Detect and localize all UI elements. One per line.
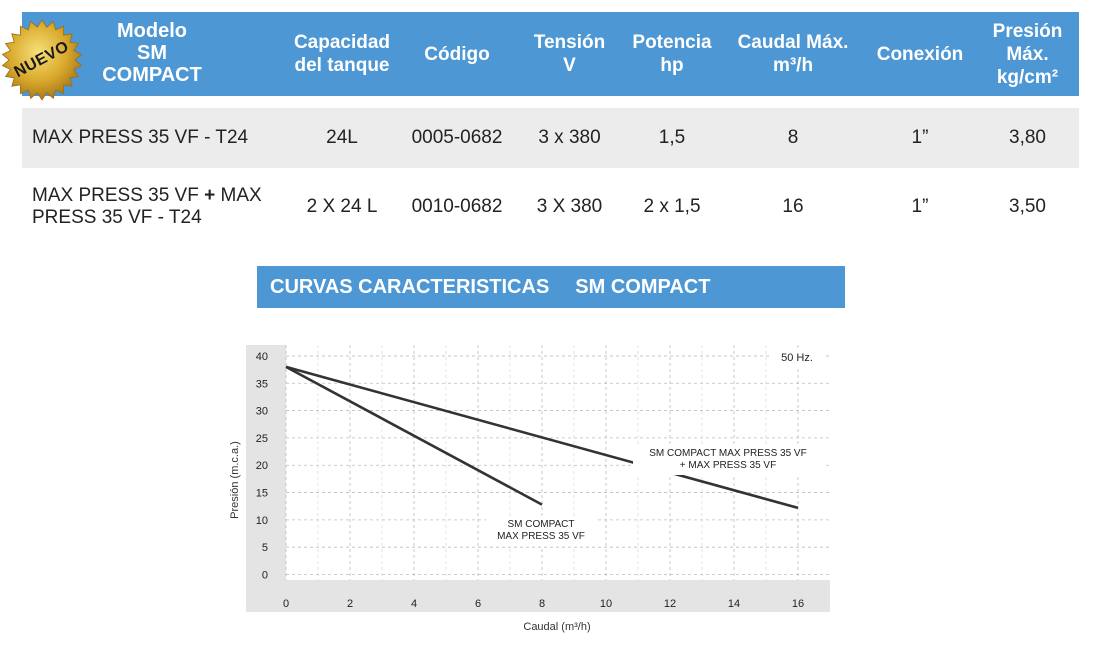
- y-tick-label: 5: [262, 542, 268, 554]
- frequency-box: [770, 348, 826, 366]
- cell-voltage: 3 x 380: [538, 127, 601, 148]
- header-pressure: Presión Máx. kg/cm²: [992, 20, 1063, 88]
- header-model-series: SM: [137, 42, 167, 64]
- table-row: MAX PRESS 35 VF + MAX PRESS 35 VF - T24 …: [22, 168, 1079, 246]
- cell-flow: 16: [782, 196, 804, 217]
- cell-power: 2 x 1,5: [643, 196, 701, 217]
- x-tick-label: 12: [664, 598, 676, 610]
- series-line: [285, 365, 543, 506]
- banner-title: CURVAS CARACTERISTICAS: [270, 275, 550, 298]
- header-code: Código: [424, 43, 490, 65]
- x-tick-label: 10: [600, 598, 612, 610]
- series-lines: [285, 365, 799, 510]
- cell-connection: 1”: [911, 127, 929, 148]
- series-label: SM COMPACT MAX PRESS 35 VF + MAX PRESS 35…: [649, 448, 806, 471]
- frequency-label: 50 Hz.: [781, 352, 813, 364]
- cell-flow: 8: [787, 127, 799, 148]
- cell-power: 1,5: [658, 127, 686, 148]
- x-tick-label: 6: [475, 598, 481, 610]
- table-row: MAX PRESS 35 VF - T24 24L 0005-0682 3 x …: [22, 108, 1079, 168]
- table-header: Modelo SM COMPACT Capacidad del tanque C…: [22, 12, 1079, 96]
- starburst-icon: [1, 19, 83, 101]
- x-tick-label: 8: [539, 598, 545, 610]
- cell-capacity: 2 X 24 L: [306, 196, 378, 217]
- y-tick-label: 25: [256, 433, 268, 445]
- y-tick-label: 0: [262, 570, 268, 582]
- cell-model: MAX PRESS 35 VF - T24: [32, 127, 249, 148]
- header-power: Potencia hp: [632, 32, 712, 76]
- cell-model: MAX PRESS 35 VF + MAX PRESS 35 VF - T24: [32, 185, 262, 228]
- y-axis-label: Presión (m.c.a.): [229, 441, 241, 519]
- cell-connection: 1”: [911, 196, 929, 217]
- series-label: SM COMPACT MAX PRESS 35 VF: [497, 519, 585, 542]
- y-tick-label: 20: [256, 460, 268, 472]
- header-model-label: Modelo: [117, 20, 187, 42]
- new-badge: NUEVO: [0, 18, 84, 102]
- cell-pressure: 3,50: [1009, 196, 1046, 217]
- cell-capacity: 24L: [326, 127, 358, 148]
- cell-pressure: 3,80: [1009, 127, 1046, 148]
- cell-code: 0010-0682: [411, 196, 503, 217]
- header-model: Modelo SM COMPACT: [97, 20, 207, 86]
- y-tick-label: 10: [256, 515, 268, 527]
- chart-banner: CURVAS CARACTERISTICAS SM COMPACT: [257, 266, 845, 308]
- x-tick-label: 0: [283, 598, 289, 610]
- series-line: [285, 365, 799, 510]
- y-tick-label: 30: [256, 406, 268, 418]
- cell-voltage: 3 X 380: [536, 196, 603, 217]
- y-tick-label: 40: [256, 351, 268, 363]
- header-voltage: Tensión V: [533, 32, 606, 76]
- series-label-box: [633, 445, 823, 475]
- y-tick-label: 15: [256, 488, 268, 500]
- header-flow: Caudal Máx. m³/h: [737, 32, 849, 76]
- x-tick-label: 16: [792, 598, 804, 610]
- header-model-line: COMPACT: [102, 64, 202, 86]
- grid-lines: [285, 345, 830, 580]
- y-tick-label: 35: [256, 378, 268, 390]
- x-tick-label: 14: [728, 598, 740, 610]
- header-capacity: Capacidad del tanque: [293, 32, 391, 76]
- cell-code: 0005-0682: [411, 127, 503, 148]
- series-labels: SM COMPACT MAX PRESS 35 VF SM COMPACT MAX …: [486, 445, 823, 546]
- x-axis-label: Caudal (m³/h): [523, 621, 590, 633]
- x-tick-labels: 0 2 4 6 8 10 12 14 16: [283, 598, 804, 610]
- x-tick-label: 2: [347, 598, 353, 610]
- y-tick-labels: 0 5 10 15 20 25 30 35 40: [256, 351, 268, 582]
- x-tick-label: 4: [411, 598, 417, 610]
- banner-model: SM COMPACT: [575, 275, 711, 298]
- series-label-box: [486, 516, 596, 546]
- header-connection: Conexión: [876, 43, 964, 65]
